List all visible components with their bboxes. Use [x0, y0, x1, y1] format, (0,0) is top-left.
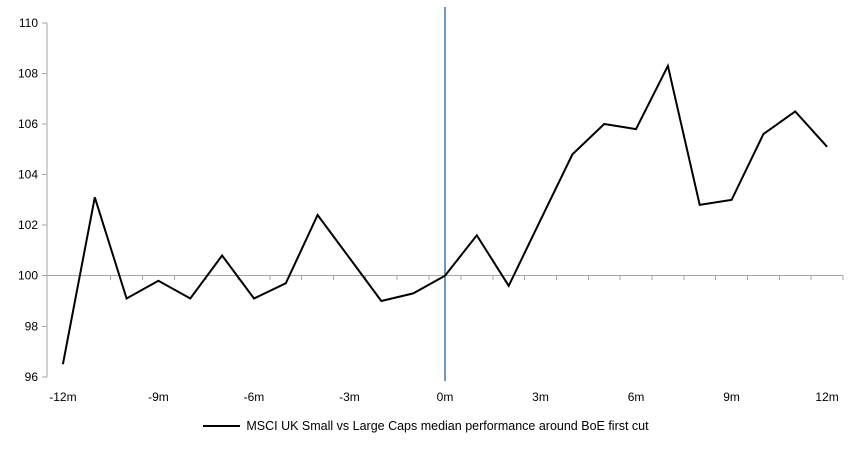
x-axis-tick-label: 0m [437, 390, 454, 404]
y-axis-tick-label: 106 [18, 117, 38, 131]
y-axis-tick-label: 110 [19, 16, 38, 30]
legend: MSCI UK Small vs Large Caps median perfo… [0, 417, 852, 435]
x-axis-tick-label: -9m [148, 390, 169, 404]
chart-canvas: 96 98 100 102 104 106 108 110 -12m -9m -6m -3m 0m 3m 6… [18, 7, 844, 404]
y-axis-tick-label: 108 [18, 66, 38, 80]
legend-line-sample [203, 425, 241, 427]
x-axis-tick-label: -6m [244, 390, 265, 404]
x-axis-tick-label: 3m [532, 390, 549, 404]
legend-label: MSCI UK Small vs Large Caps median perfo… [246, 419, 649, 433]
y-axis-tick-label: 96 [25, 370, 39, 384]
y-axis-tick-label: 102 [18, 218, 38, 232]
y-axis-tick-label: 104 [18, 168, 38, 182]
x-axis-tick-label: -3m [339, 390, 360, 404]
y-axis-tick-label: 98 [25, 319, 39, 333]
x-axis-tick-label: 9m [723, 390, 740, 404]
x-axis-tick-label: -12m [49, 390, 76, 404]
series-line-msci-uk-small-vs-large [61, 62, 828, 365]
x-axis-tick-label: 6m [628, 390, 645, 404]
x-axis-tick-label: 12m [815, 390, 838, 404]
y-axis-tick-label: 100 [18, 269, 38, 283]
